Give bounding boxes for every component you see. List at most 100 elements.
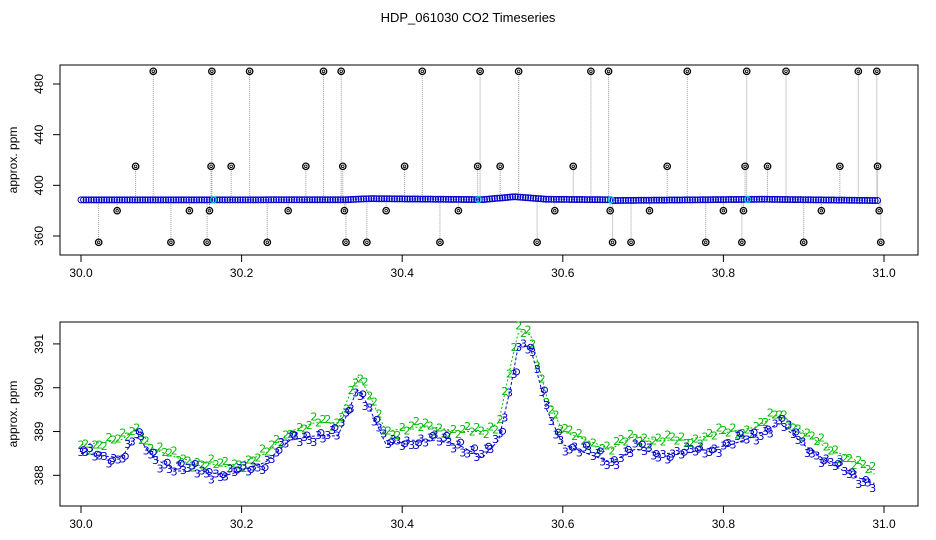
baseline-point: [653, 196, 661, 204]
series-circle-marker: [345, 406, 353, 414]
series-2-marker: 2: [771, 408, 778, 421]
outlier-point-inner: [475, 164, 480, 169]
baseline-point: [121, 196, 129, 204]
outlier-point: [496, 162, 505, 171]
x-tick-label: 31.0: [872, 517, 896, 531]
series-3-marker: 3: [445, 436, 452, 449]
outlier-point-inner: [339, 69, 343, 74]
series-3-marker: 3: [832, 460, 839, 473]
baseline-point: [650, 196, 658, 204]
baseline-point: [295, 196, 303, 204]
baseline-point: [647, 196, 655, 204]
series-3-marker: 3: [171, 465, 178, 478]
baseline-point: [198, 196, 206, 204]
baseline-point: [313, 196, 321, 204]
baseline-point: [223, 196, 231, 204]
series-2-marker: 2: [641, 432, 648, 445]
outlier-point: [876, 238, 885, 247]
baseline-point: [329, 196, 337, 204]
outlier-point: [550, 206, 559, 215]
series-3-marker: 3: [413, 439, 420, 452]
series-2-marker: 2: [660, 436, 667, 449]
series-3-marker: 3: [324, 429, 331, 442]
baseline-point: [455, 195, 463, 203]
y-tick-label: 390: [32, 377, 46, 397]
series-2-marker: 2: [96, 438, 103, 451]
baseline-point: [858, 196, 866, 204]
series-3-marker: 3: [688, 443, 695, 456]
outlier-point: [363, 238, 371, 247]
outlier-point: [208, 67, 216, 76]
baseline-point: [419, 195, 427, 203]
baseline-point: [365, 195, 373, 203]
series-3-marker: 3: [622, 446, 629, 459]
baseline-point: [424, 195, 432, 203]
baseline-point: [414, 195, 422, 203]
series-3-marker: 3: [711, 442, 718, 455]
baseline-point: [444, 195, 452, 203]
series-2-marker: 2: [143, 434, 150, 447]
outlier-point-inner: [740, 240, 744, 245]
baseline-point: [573, 196, 581, 204]
series-3-marker: 3: [124, 438, 131, 451]
baseline-point: [434, 195, 442, 203]
series-2-marker: 2: [594, 444, 601, 457]
series-2-marker: 2: [846, 452, 853, 465]
baseline-point: [141, 196, 149, 204]
series-circle-marker: [275, 446, 283, 454]
series-3-marker: 3: [394, 435, 401, 448]
series-2-marker: 2: [78, 439, 85, 452]
outlier-point: [382, 206, 390, 215]
series-circle-marker: [191, 459, 199, 467]
series-2-marker: 2: [287, 428, 294, 441]
series-3-marker: 3: [185, 462, 192, 475]
series-2-marker: 2: [268, 438, 275, 451]
baseline-point: [193, 196, 201, 204]
outlier-point: [436, 238, 444, 247]
series-3-marker: 3: [469, 444, 476, 457]
series-3-marker: 3: [357, 390, 364, 403]
series-circle-marker: [93, 450, 101, 458]
outlier-point-inner: [209, 164, 213, 169]
series-3-marker: 3: [567, 443, 574, 456]
series-3-marker: 3: [483, 442, 490, 455]
series-circle-marker: [163, 458, 171, 466]
outlier-point: [301, 162, 310, 171]
series-2-marker: 2: [296, 421, 303, 434]
baseline-point: [758, 195, 766, 203]
baseline-point: [853, 196, 861, 204]
baseline-point: [357, 195, 365, 203]
baseline-point: [491, 195, 499, 203]
baseline-point: [134, 196, 142, 204]
outlier-point: [167, 238, 175, 247]
baseline-point: [159, 196, 167, 204]
baseline-point: [234, 196, 242, 204]
baseline-point: [542, 195, 550, 203]
baseline-point: [218, 196, 226, 204]
outlier-point-inner: [169, 240, 173, 245]
series-3-marker: 3: [227, 462, 234, 475]
baseline-point: [447, 195, 455, 203]
outlier-point: [185, 206, 194, 215]
outlier-point: [203, 238, 211, 247]
baseline-point: [200, 196, 208, 204]
series-2-marker: 2: [180, 453, 187, 466]
series-3-marker: 3: [422, 437, 429, 450]
baseline-point: [316, 196, 324, 204]
series-2-marker: 2: [809, 430, 816, 443]
series-3-marker: 3: [580, 441, 587, 454]
baseline-point: [257, 196, 265, 204]
series-3-marker: 3: [501, 411, 508, 424]
baseline-point: [144, 196, 152, 204]
outlier-point: [263, 238, 272, 247]
series-2-marker: 2: [636, 435, 643, 448]
series-2-marker: 2: [357, 372, 364, 385]
series-3-marker: 3: [385, 438, 392, 451]
series-2-marker: 2: [110, 434, 117, 447]
outlier-point: [131, 162, 140, 171]
baseline-point: [547, 195, 555, 203]
series-3-marker: 3: [380, 427, 387, 440]
baseline-point: [627, 196, 635, 204]
top-y-axis-label: approx. ppm: [6, 127, 20, 194]
series-3-marker: 3: [767, 428, 774, 441]
